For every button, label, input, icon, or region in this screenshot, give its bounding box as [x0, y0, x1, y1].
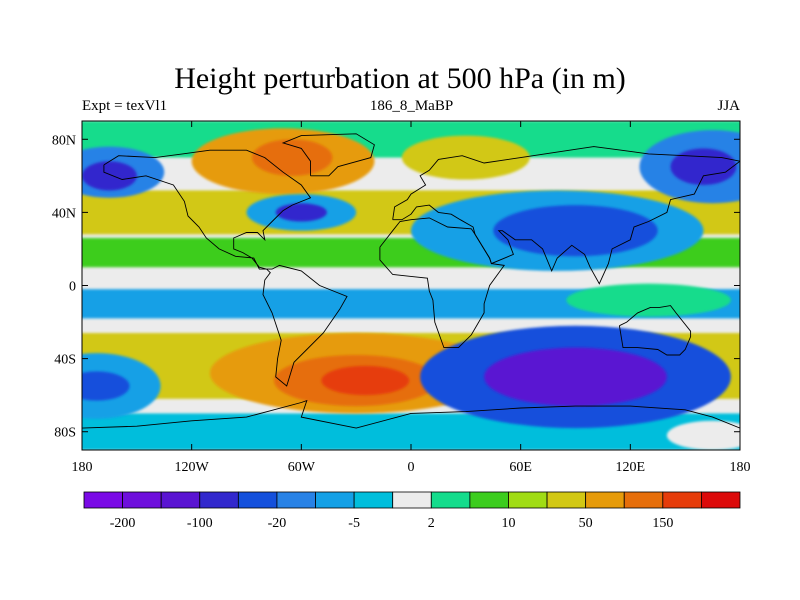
coastline-4: [82, 399, 740, 429]
colorbar-swatch-4: [237, 491, 278, 509]
colorbar-label-7: 150: [652, 516, 673, 531]
colorbar-label-4: 2: [428, 516, 435, 531]
colorbar-swatch-14: [623, 491, 664, 509]
colorbar-swatch-7: [353, 491, 394, 509]
colorbar-swatch-6: [315, 491, 355, 509]
field-blob-26: [666, 420, 740, 450]
y-tick-label-1: 40N: [52, 206, 76, 221]
x-tick-label-2: 60W: [288, 460, 316, 475]
x-tick-label-1: 120W: [175, 460, 210, 475]
y-tick-label-3: 40S: [54, 353, 76, 368]
colorbar-swatch-3: [199, 491, 239, 509]
coastline-0: [103, 149, 348, 387]
field-blob-21: [321, 365, 410, 396]
field-blob-10: [251, 139, 333, 176]
coastline-3: [618, 305, 692, 356]
field-blob-17: [670, 148, 737, 185]
field-blob-13: [401, 135, 530, 180]
colorbar-swatch-2: [160, 491, 201, 509]
height-field: [82, 121, 740, 450]
coastline-1: [392, 146, 740, 285]
colorbar-swatch-8: [392, 491, 432, 509]
colorbar-label-1: -100: [187, 516, 213, 531]
x-tick-label-6: 180: [730, 460, 751, 475]
field-blob-15: [493, 205, 658, 257]
experiment-label: Expt = texVl1: [82, 98, 168, 114]
chart-title: Height perturbation at 500 hPa (in m): [174, 62, 626, 95]
colorbar-swatch-13: [585, 491, 625, 509]
colorbar-swatch-15: [662, 491, 702, 509]
colorbar-label-5: 10: [501, 516, 515, 531]
field-blob-12: [275, 203, 327, 222]
continent-outlines: [82, 133, 740, 429]
field-blob-23: [82, 371, 130, 401]
y-tick-label-0: 80N: [52, 133, 76, 148]
field-blob-8: [82, 161, 137, 191]
colorbar-label-3: -5: [348, 516, 360, 531]
colorbar-label-6: 50: [579, 516, 593, 531]
colorbar: -200 -100 -20 -5 2 10 50 150: [83, 491, 741, 531]
season-label: JJA: [717, 98, 740, 114]
colorbar-swatch-16: [701, 491, 741, 509]
field-blob-25: [484, 347, 667, 407]
colorbar-swatch-12: [546, 491, 587, 509]
colorbar-swatch-0: [83, 491, 123, 509]
colorbar-swatch-5: [276, 491, 316, 509]
x-tick-label-4: 60E: [509, 460, 532, 475]
colorbar-swatch-11: [508, 491, 548, 509]
x-tick-label-0: 180: [72, 460, 93, 475]
y-tick-label-4: 80S: [54, 426, 76, 441]
colorbar-swatch-1: [122, 491, 162, 509]
x-tick-label-5: 120E: [616, 460, 646, 475]
axis-ticks: 180 120W 60W 0 60E 120E 180 80N 40N 0 40S 80S: [52, 121, 751, 475]
colorbar-swatch-9: [430, 491, 471, 509]
colorbar-swatch-10: [469, 491, 509, 509]
coastline-2: [379, 217, 506, 349]
colorbar-label-2: -20: [268, 516, 287, 531]
period-label: 186_8_MaBP: [369, 98, 454, 114]
coastline-5: [281, 133, 375, 177]
x-tick-label-3: 0: [408, 460, 415, 475]
y-tick-label-2: 0: [69, 280, 76, 295]
colorbar-label-0: -200: [110, 516, 136, 531]
field-blob-18: [566, 283, 731, 317]
